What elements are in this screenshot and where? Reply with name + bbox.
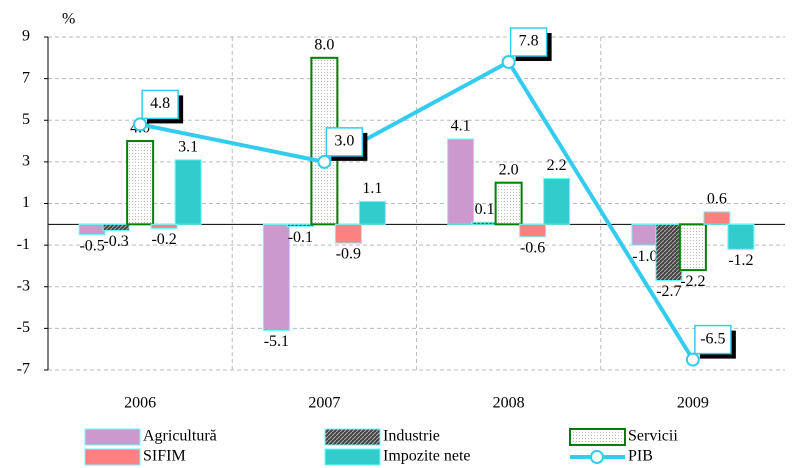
legend-swatch <box>84 428 141 446</box>
data-label: -6.5 <box>700 330 725 347</box>
line-marker <box>685 352 700 367</box>
data-label: 2.2 <box>547 157 567 174</box>
y-unit: % <box>62 11 75 28</box>
x-tick-label: 2009 <box>677 395 709 412</box>
legend-swatch <box>324 428 381 446</box>
bar <box>519 223 547 238</box>
data-label: -1.0 <box>632 248 657 265</box>
y-tick-label: 3 <box>22 153 30 170</box>
data-label: -0.6 <box>520 239 545 256</box>
data-label: 7.8 <box>519 33 539 50</box>
y-tick-label: 9 <box>22 28 30 45</box>
bar <box>262 223 290 331</box>
legend-label: SIFIM <box>143 448 186 465</box>
x-tick-label: 2008 <box>493 395 525 412</box>
legend-swatch <box>84 448 141 466</box>
legend-label: Impozite nete <box>383 448 471 465</box>
line-marker <box>501 54 516 69</box>
bar <box>174 159 202 225</box>
data-label: 0.1 <box>475 201 495 218</box>
label-box <box>141 89 179 120</box>
line-marker <box>133 117 148 132</box>
legend-swatch <box>590 450 604 464</box>
bar <box>150 223 178 229</box>
data-label: 8.0 <box>314 36 334 53</box>
bar <box>126 140 155 226</box>
data-label: 2.0 <box>499 161 519 178</box>
x-tick-label: 2006 <box>124 395 156 412</box>
data-label: -2.2 <box>680 273 705 290</box>
data-label: -0.5 <box>79 237 104 254</box>
bar <box>494 181 523 226</box>
data-label: 4.1 <box>451 118 471 135</box>
y-tick-label: -5 <box>17 319 30 336</box>
legend-label: Agricultură <box>143 428 217 445</box>
data-label: 3.0 <box>334 133 354 150</box>
data-label: -1.2 <box>728 252 753 269</box>
data-label: -0.2 <box>151 231 176 248</box>
bar <box>102 223 130 232</box>
bar <box>286 223 314 227</box>
data-label: -0.3 <box>103 233 128 250</box>
bar <box>543 178 571 225</box>
label-box <box>325 127 364 157</box>
y-tick-label: 5 <box>22 111 30 128</box>
bar <box>655 223 683 282</box>
data-label: 3.1 <box>178 138 198 155</box>
line <box>139 59 695 361</box>
data-label: 4.8 <box>150 95 170 112</box>
bar <box>358 200 386 225</box>
legend-swatch <box>569 428 626 446</box>
y-tick-label: -1 <box>17 236 30 253</box>
bar <box>703 211 731 225</box>
bar <box>678 223 707 272</box>
line-marker <box>317 154 332 169</box>
x-tick-label: 2007 <box>308 395 340 412</box>
legend-label: Industrie <box>383 428 440 445</box>
y-tick-label: 7 <box>22 69 30 86</box>
data-label: -0.9 <box>336 246 361 263</box>
bar <box>447 138 475 225</box>
legend-label: PIB <box>628 448 653 465</box>
bar <box>334 223 362 244</box>
bar <box>631 223 659 246</box>
data-label: 1.1 <box>362 180 382 197</box>
data-label: 0.6 <box>707 190 727 207</box>
label-box <box>694 324 732 355</box>
y-tick-label: -3 <box>17 277 30 294</box>
y-tick-label: 1 <box>22 194 30 211</box>
legend-label: Servicii <box>628 428 678 445</box>
label-box <box>509 27 548 57</box>
data-label: -0.1 <box>288 229 313 246</box>
data-label: -5.1 <box>264 333 289 350</box>
data-label: -2.7 <box>656 283 681 300</box>
bar <box>78 223 106 236</box>
y-tick-label: -7 <box>17 361 30 378</box>
bar <box>727 223 755 250</box>
legend-swatch <box>324 448 381 466</box>
bar <box>471 221 499 225</box>
